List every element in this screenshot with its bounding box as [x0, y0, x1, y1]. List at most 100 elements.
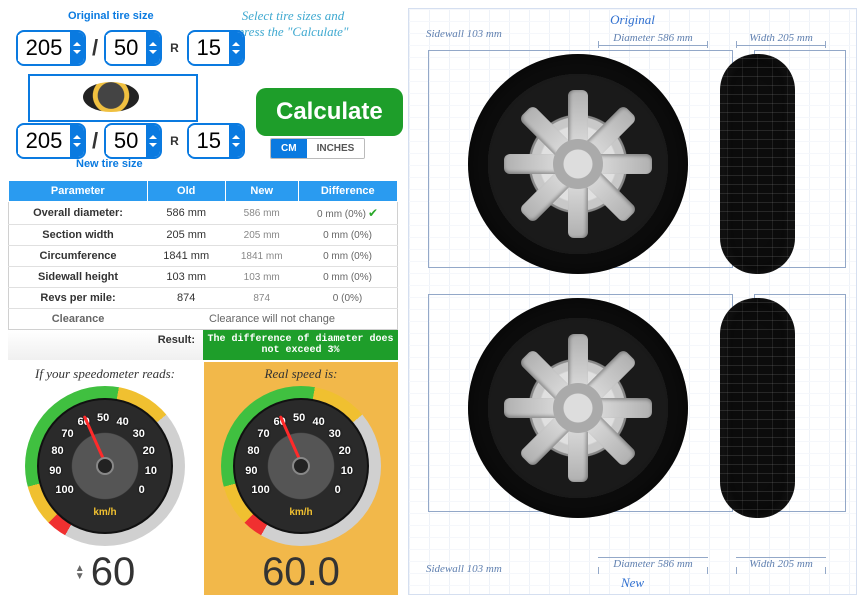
new-width-measure: Width 205 mm — [736, 557, 826, 571]
new-cell: 586 mm — [225, 202, 298, 225]
new-width-spinner[interactable] — [16, 123, 86, 159]
result-message: The difference of diameter does not exce… — [203, 330, 398, 360]
gauge-tick-label: 80 — [51, 445, 63, 457]
table-header: Parameter — [9, 181, 148, 202]
new-size-row: / R — [16, 123, 245, 159]
diff-cell: 0 mm (0%) — [298, 225, 397, 246]
wheel-hubcap — [553, 383, 603, 433]
clearance-cell: Clearance will not change — [147, 309, 397, 330]
gauge-tick-label: 30 — [133, 428, 145, 440]
original-size-label: Original tire size — [68, 10, 154, 22]
gauge-tick-label: 50 — [293, 412, 305, 424]
comparison-table: ParameterOldNewDifference Overall diamet… — [8, 180, 398, 330]
speedo-reads-label: If your speedometer reads: — [8, 366, 202, 382]
tire-diagram-panel: Original New Sidewall 103 mm Diameter 58… — [408, 8, 857, 595]
tire-block-original — [428, 44, 837, 274]
new-width-input[interactable] — [18, 128, 70, 154]
table-row: Section width205 mm205 mm0 mm (0%) — [9, 225, 398, 246]
spinner-buttons-icon[interactable] — [229, 32, 243, 64]
diff-cell: 0 mm (0%) — [298, 267, 397, 288]
diff-cell: 0 mm (0%)✔ — [298, 202, 397, 225]
slash-separator: / — [92, 35, 98, 61]
gauge-tick-label: 100 — [55, 484, 73, 496]
old-cell: 1841 mm — [147, 246, 225, 267]
gauge-tick-label: 80 — [247, 445, 259, 457]
gauge-tick-label: 10 — [341, 465, 353, 477]
result-row: Result: The difference of diameter does … — [8, 330, 398, 360]
orig-width-input[interactable] — [18, 35, 70, 61]
spinner-buttons-icon[interactable] — [146, 125, 160, 157]
check-icon: ✔ — [368, 206, 378, 220]
old-cell: 205 mm — [147, 225, 225, 246]
gauge-tick-label: 90 — [49, 465, 61, 477]
gauge-hub — [292, 457, 310, 475]
wheel-hubcap — [553, 139, 603, 189]
new-ratio-spinner[interactable] — [104, 123, 162, 159]
old-cell: 586 mm — [147, 202, 225, 225]
gauge-unit: km/h — [93, 507, 116, 518]
gauge-unit: km/h — [289, 507, 312, 518]
gauge-tick-label: 70 — [257, 428, 269, 440]
table-row: Overall diameter:586 mm586 mm0 mm (0%)✔ — [9, 202, 398, 225]
speed-stepper[interactable]: ▲▼ — [75, 565, 85, 581]
param-cell: Revs per mile: — [9, 288, 148, 309]
unit-cm-button[interactable]: CM — [271, 139, 307, 158]
diagram-new-label: New — [621, 575, 644, 591]
spinner-buttons-icon[interactable] — [70, 32, 84, 64]
gauge-tick-label: 0 — [335, 484, 341, 496]
tire-tread-view — [720, 298, 795, 518]
speed-value-right: 60.0 — [262, 550, 340, 595]
r-label: R — [170, 41, 179, 55]
speedometer-gauge-left: 0102030405060708090100km/h — [25, 386, 185, 546]
new-cell: 103 mm — [225, 267, 298, 288]
spinner-buttons-icon[interactable] — [70, 125, 84, 157]
new-rim-input[interactable] — [189, 128, 229, 154]
param-cell: Section width — [9, 225, 148, 246]
new-cell: 205 mm — [225, 225, 298, 246]
gauge-tick-label: 40 — [313, 416, 325, 428]
param-cell: Circumference — [9, 246, 148, 267]
new-size-label: New tire size — [76, 158, 143, 170]
speedometer-gauge-right: 0102030405060708090100km/h — [221, 386, 381, 546]
orig-sidewall-measure: Sidewall 103 mm — [426, 28, 502, 40]
spinner-buttons-icon[interactable] — [146, 32, 160, 64]
tire-tread-view — [720, 54, 795, 274]
param-cell: Clearance — [9, 309, 148, 330]
table-header: Old — [147, 181, 225, 202]
gauge-hub — [96, 457, 114, 475]
spinner-buttons-icon[interactable] — [229, 125, 243, 157]
gauge-tick-label: 0 — [139, 484, 145, 496]
param-cell: Overall diameter: — [9, 202, 148, 225]
speed-value-left: 60 — [91, 550, 136, 595]
speedometer-col-right: Real speed is: 0102030405060708090100km/… — [204, 362, 398, 595]
slash-separator: / — [92, 128, 98, 154]
table-row: Circumference1841 mm1841 mm0 mm (0%) — [9, 246, 398, 267]
new-ratio-input[interactable] — [106, 128, 146, 154]
unit-inches-button[interactable]: INCHES — [307, 139, 365, 158]
tire-block-new — [428, 288, 837, 518]
speedometer-col-left: If your speedometer reads: 0102030405060… — [8, 362, 202, 595]
new-rim-spinner[interactable] — [187, 123, 245, 159]
gauge-tick-label: 30 — [329, 428, 341, 440]
r-label: R — [170, 134, 179, 148]
step-up-icon[interactable]: ▲ — [75, 565, 85, 573]
table-header: New — [225, 181, 298, 202]
old-cell: 103 mm — [147, 267, 225, 288]
gauge-tick-label: 70 — [61, 428, 73, 440]
orig-ratio-input[interactable] — [106, 35, 146, 61]
step-down-icon[interactable]: ▼ — [75, 573, 85, 581]
gauge-tick-label: 100 — [251, 484, 269, 496]
orig-width-spinner[interactable] — [16, 30, 86, 66]
hint-text: Select tire sizes and press the "Calcula… — [228, 8, 358, 40]
calculate-button[interactable]: Calculate — [256, 88, 403, 136]
orig-ratio-spinner[interactable] — [104, 30, 162, 66]
diagram-original-label: Original — [610, 12, 655, 28]
param-cell: Sidewall height — [9, 267, 148, 288]
orig-rim-spinner[interactable] — [187, 30, 245, 66]
orig-rim-input[interactable] — [189, 35, 229, 61]
unit-toggle[interactable]: CM INCHES — [270, 138, 365, 159]
new-diameter-measure: Diameter 586 mm — [598, 557, 708, 571]
gauge-tick-label: 50 — [97, 412, 109, 424]
new-cell: 1841 mm — [225, 246, 298, 267]
gauge-tick-label: 20 — [143, 445, 155, 457]
